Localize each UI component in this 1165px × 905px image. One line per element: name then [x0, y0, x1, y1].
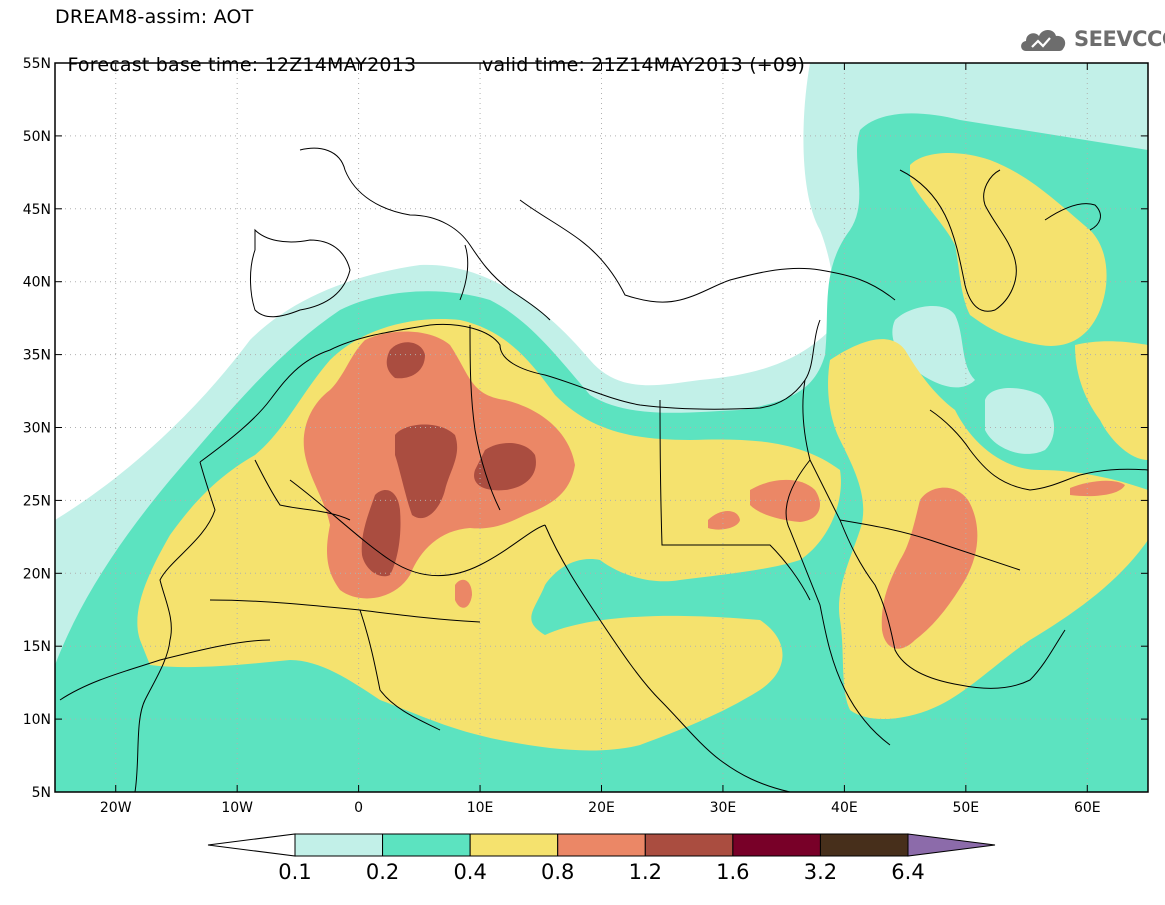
lat-tick-label: 20N [23, 566, 51, 582]
colorbar: 0.1 0.2 0.4 0.8 1.2 1.6 3.2 6.4 [207, 833, 996, 884]
map-grid [55, 63, 1148, 792]
lat-tick-label: 25N [23, 493, 51, 509]
colorbar-label: 1.2 [629, 860, 662, 884]
aot-shading [55, 63, 1148, 792]
aot-band-1.2-libya [474, 443, 536, 491]
lon-tick-label: 10E [467, 800, 494, 816]
lon-tick-label: 10W [221, 800, 253, 816]
aot-band-0.4-iran [1075, 341, 1148, 460]
aot-band-1.2-central [395, 424, 458, 519]
lon-tick-label: 20W [100, 800, 132, 816]
colorbar-label: 0.2 [366, 860, 399, 884]
colorbar-label: 0.1 [278, 860, 311, 884]
lon-tick-label: 0 [354, 800, 363, 816]
chart-subtitle: Forecast base time: 12Z14MAY2013 valid ti… [55, 32, 804, 76]
logo-text: SEEVCCC [1074, 27, 1165, 51]
lat-tick-label: 55N [23, 56, 51, 72]
axis-ticks: 55N 50N 45N 40N 35N 30N 25N 20N 15N 10N 5N 20W 10W 0 1… [23, 56, 1148, 816]
aot-band-0.8-arabia [881, 487, 978, 649]
colorbar-box [819, 833, 909, 857]
colorbar-over-arrow [907, 833, 996, 857]
cloud-logo-icon [1021, 30, 1066, 51]
colorbar-label: 0.8 [541, 860, 574, 884]
colorbar-box [469, 833, 559, 857]
colorbar-box [732, 833, 821, 857]
lon-tick-label: 30E [710, 800, 737, 816]
aot-band-0.1-gulf [985, 388, 1055, 454]
colorbar-box [644, 833, 734, 857]
lon-tick-label: 20E [588, 800, 615, 816]
lat-tick-label: 30N [23, 421, 51, 437]
colorbar-box [382, 833, 471, 857]
lat-tick-label: 5N [32, 785, 51, 801]
lat-tick-label: 40N [23, 275, 51, 291]
aot-band-0.8-egypt2 [708, 511, 740, 530]
colorbar-under-arrow [207, 833, 296, 857]
aot-band-0.8-niger [455, 579, 472, 608]
colorbar-label: 6.4 [891, 860, 924, 884]
chart-title: DREAM8-assim: AOT [55, 6, 254, 28]
lat-tick-label: 35N [23, 348, 51, 364]
colorbar-label: 0.4 [453, 860, 486, 884]
lat-tick-label: 45N [23, 202, 51, 218]
lon-tick-label: 60E [1074, 800, 1101, 816]
aot-band-1.2-north [386, 342, 425, 379]
lat-tick-label: 10N [23, 712, 51, 728]
colorbar-box [294, 833, 384, 857]
forecast-base-time: Forecast base time: 12Z14MAY2013 [67, 54, 417, 76]
seevccc-logo: SEEVCCC [1018, 22, 1165, 56]
colorbar-box [557, 833, 646, 857]
colorbar-label: 1.6 [716, 860, 749, 884]
aot-band-0.8-egypt [750, 479, 820, 522]
valid-time: valid time: 21Z14MAY2013 (+09) [482, 54, 806, 76]
coastlines [59, 147, 1148, 792]
lon-tick-label: 40E [831, 800, 858, 816]
lat-tick-label: 15N [23, 639, 51, 655]
lon-tick-label: 50E [952, 800, 979, 816]
aot-band-0.8-gulf [1070, 480, 1125, 497]
lat-tick-label: 50N [23, 129, 51, 145]
aot-band-1.2-south [361, 490, 401, 577]
aot-band-0.4-kazakh [910, 153, 1107, 346]
colorbar-label: 3.2 [804, 860, 837, 884]
